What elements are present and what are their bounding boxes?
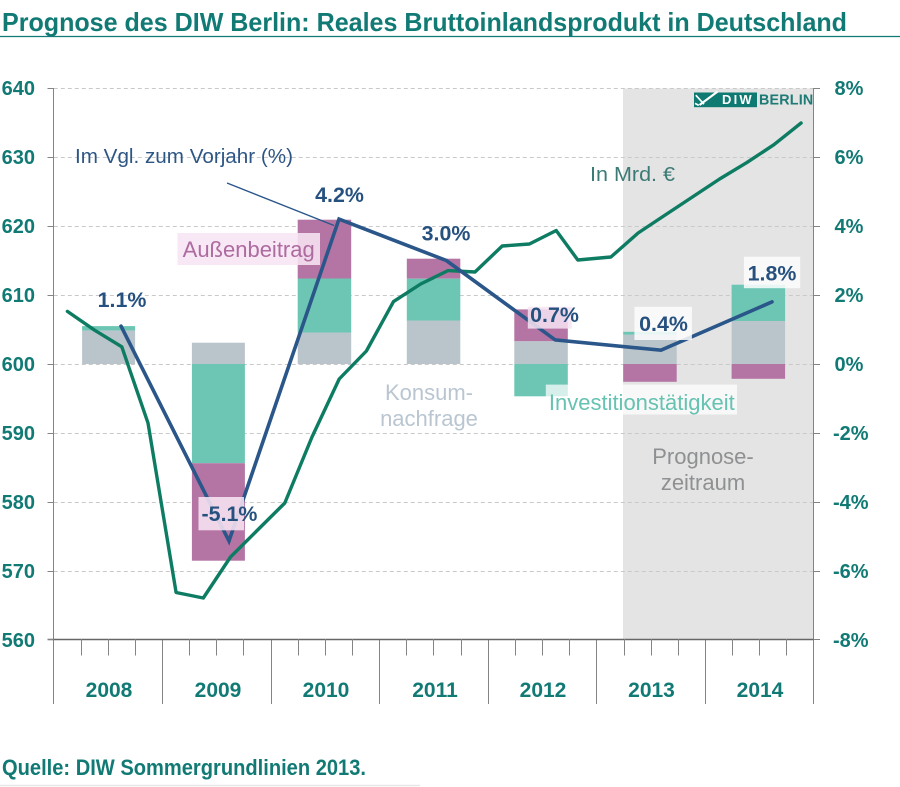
svg-text:4%: 4% <box>835 216 864 238</box>
svg-text:8%: 8% <box>835 78 864 100</box>
svg-text:DIW: DIW <box>722 92 754 107</box>
svg-text:nachfrage: nachfrage <box>380 406 478 431</box>
svg-text:1.8%: 1.8% <box>748 262 797 286</box>
svg-text:-4%: -4% <box>833 492 869 514</box>
svg-text:Prognose des DIW Berlin: Reale: Prognose des DIW Berlin: Reales Bruttoin… <box>2 7 847 37</box>
svg-text:In Mrd. €: In Mrd. € <box>590 164 675 186</box>
svg-text:2%: 2% <box>835 285 864 307</box>
svg-text:Investitionstätigkeit: Investitionstätigkeit <box>549 390 735 415</box>
svg-text:zeitraum: zeitraum <box>661 470 745 495</box>
svg-text:Prognose-: Prognose- <box>652 444 754 469</box>
svg-text:2010: 2010 <box>303 679 350 702</box>
svg-text:2008: 2008 <box>86 679 133 702</box>
svg-text:1.1%: 1.1% <box>98 288 147 312</box>
svg-text:Quelle: DIW Sommergrundlinien: Quelle: DIW Sommergrundlinien 2013. <box>2 755 366 780</box>
svg-text:-6%: -6% <box>833 561 869 583</box>
svg-text:-2%: -2% <box>833 423 869 445</box>
svg-text:6%: 6% <box>835 147 864 169</box>
svg-text:2012: 2012 <box>520 679 567 702</box>
svg-text:Im Vgl. zum Vorjahr (%): Im Vgl. zum Vorjahr (%) <box>75 146 293 168</box>
svg-text:BERLIN: BERLIN <box>759 93 813 109</box>
svg-text:560: 560 <box>2 630 35 652</box>
svg-text:630: 630 <box>2 147 35 169</box>
svg-text:3.0%: 3.0% <box>422 222 471 246</box>
svg-text:610: 610 <box>2 285 35 307</box>
svg-text:0%: 0% <box>835 354 864 376</box>
svg-text:2011: 2011 <box>412 679 458 702</box>
svg-text:Konsum-: Konsum- <box>385 380 473 405</box>
svg-text:590: 590 <box>2 423 35 445</box>
svg-text:640: 640 <box>2 78 35 100</box>
svg-text:-5.1%: -5.1% <box>202 502 258 526</box>
svg-text:0.7%: 0.7% <box>530 303 579 327</box>
svg-text:-8%: -8% <box>833 630 869 652</box>
svg-text:2014: 2014 <box>737 679 784 702</box>
svg-text:570: 570 <box>2 561 35 583</box>
svg-text:600: 600 <box>2 354 35 376</box>
svg-text:580: 580 <box>2 492 35 514</box>
svg-text:620: 620 <box>2 216 35 238</box>
svg-text:0.4%: 0.4% <box>639 312 688 336</box>
svg-text:2013: 2013 <box>628 679 675 702</box>
svg-text:Außenbeitrag: Außenbeitrag <box>183 237 315 262</box>
svg-text:2009: 2009 <box>195 679 242 702</box>
svg-text:4.2%: 4.2% <box>315 183 364 207</box>
